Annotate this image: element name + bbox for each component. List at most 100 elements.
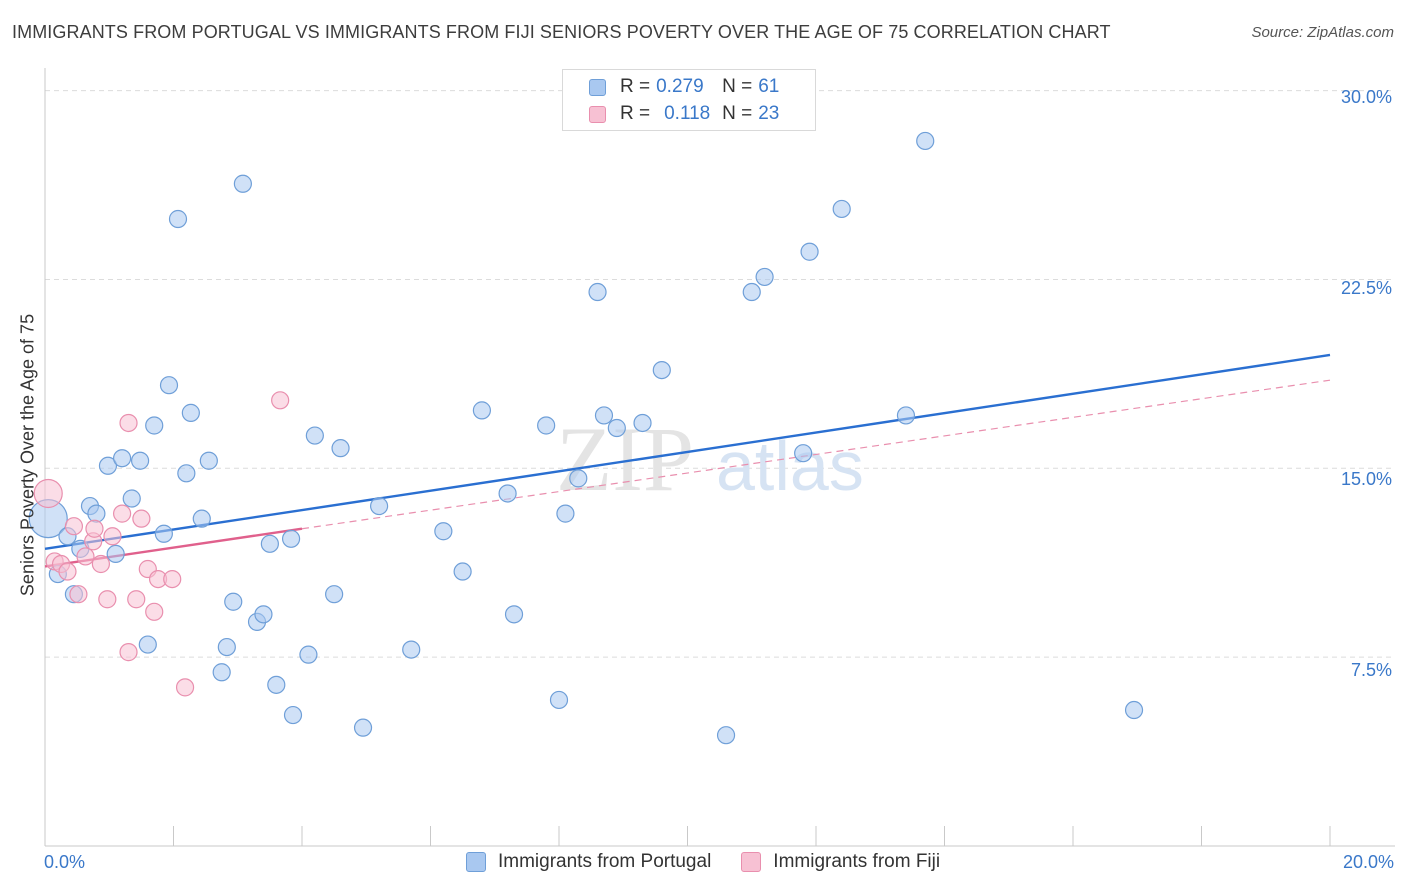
data-point-portugal [896,406,916,425]
data-point-portugal [325,585,344,604]
data-point-portugal [498,484,517,503]
data-point-fiji [119,413,138,433]
source-credit: Source: ZipAtlas.com [1251,24,1394,41]
data-point-portugal [168,209,188,229]
n-value-portugal: 61 [758,76,780,97]
n-value-fiji: 23 [758,103,780,124]
data-point-portugal [716,726,736,745]
data-point-portugal [254,605,273,624]
series-legend: Immigrants from Portugal Immigrants from… [466,851,970,873]
trend-line-portugal [44,353,1331,551]
data-point-portugal [569,469,588,488]
x-tick-label: 0.0% [44,852,86,872]
data-point-portugal [794,444,813,463]
data-point-portugal [192,509,211,528]
data-point-portugal [177,464,196,483]
data-point-portugal [331,439,350,458]
legend-swatch-portugal [589,78,606,96]
trend-line-extension-fiji [301,379,1331,530]
watermark-zip: ZIP [556,408,694,510]
legend-row-portugal: R = 0.279 N = 61 [589,74,779,100]
r-value-portugal: 0.279 [656,76,704,97]
data-point-fiji [112,504,132,523]
data-point-portugal [370,496,389,516]
data-point-portugal [434,522,453,541]
data-point-portugal [633,413,652,433]
data-point-portugal [267,675,286,694]
data-point-fiji [76,547,95,566]
data-point-portugal [504,605,524,624]
n-label: N = [722,76,753,97]
data-point-fiji [119,643,138,662]
data-point-portugal [159,376,179,395]
data-point-portugal [112,449,132,468]
r-label: R = [620,103,651,124]
data-point-portugal [594,406,614,425]
data-point-portugal [607,418,626,438]
data-point-portugal [755,267,774,287]
grid-lines [45,90,1395,658]
data-point-portugal [652,360,671,380]
legend-item-fiji[interactable]: Immigrants from Fiji [741,851,940,873]
data-point-portugal [122,489,141,508]
n-label: N = [722,103,753,124]
data-point-fiji [145,602,164,621]
data-point-portugal [212,663,231,682]
legend-item-portugal[interactable]: Immigrants from Portugal [466,851,711,873]
y-tick-label: 22.5% [1340,278,1392,298]
data-point-fiji [58,562,77,581]
data-point-portugal [199,451,218,470]
legend-swatch-portugal [466,852,486,872]
data-point-portugal [106,544,125,564]
data-point-portugal [138,635,157,654]
stats-legend: R = 0.279 N = 61 R = 0.118 N = 23 [562,69,816,131]
data-point-fiji [103,527,122,546]
data-point-portugal [402,640,421,659]
data-point-fiji [33,478,63,509]
data-point-portugal [224,592,243,611]
data-point-portugal [299,645,318,664]
legend-swatch-fiji [589,105,606,123]
data-point-portugal [453,562,472,581]
data-point-portugal [217,637,236,657]
data-point-portugal [800,242,819,261]
data-point-portugal [832,199,851,219]
data-points [28,131,1144,745]
y-axis-label: Seniors Poverty Over the Age of 75 [17,313,38,597]
legend-label-fiji: Immigrants from Fiji [773,851,941,872]
data-point-portugal [537,416,556,435]
data-point-portugal [305,426,324,445]
data-point-portugal [353,718,373,737]
data-point-portugal [556,504,575,523]
data-point-portugal [130,451,150,470]
legend-swatch-fiji [741,852,762,872]
y-tick-label: 7.5% [1350,660,1392,680]
data-point-portugal [916,131,935,151]
data-point-portugal [98,456,118,475]
axes [44,68,1395,847]
data-point-portugal [283,705,303,725]
data-point-fiji [98,590,117,609]
data-point-portugal [742,282,761,302]
y-tick-label: 15.0% [1340,469,1392,489]
data-point-portugal [1124,700,1144,720]
legend-label-portugal: Immigrants from Portugal [498,851,712,872]
data-point-portugal [181,403,200,422]
watermark-atlas: atlas [716,427,864,505]
data-point-fiji [132,509,151,528]
data-point-portugal [260,534,279,553]
chart-title: IMMIGRANTS FROM PORTUGAL VS IMMIGRANTS F… [12,22,1111,42]
data-point-portugal [87,504,106,523]
data-point-portugal [233,174,252,193]
data-point-portugal [588,282,607,302]
data-point-portugal [549,690,569,710]
data-point-fiji [175,678,195,697]
data-point-portugal [472,401,491,420]
data-point-fiji [85,519,104,538]
r-label: R = [620,76,651,97]
data-point-portugal [145,416,164,435]
x-tick-label: 20.0% [1342,852,1394,872]
data-point-portugal [154,524,173,543]
data-point-fiji [163,569,182,589]
